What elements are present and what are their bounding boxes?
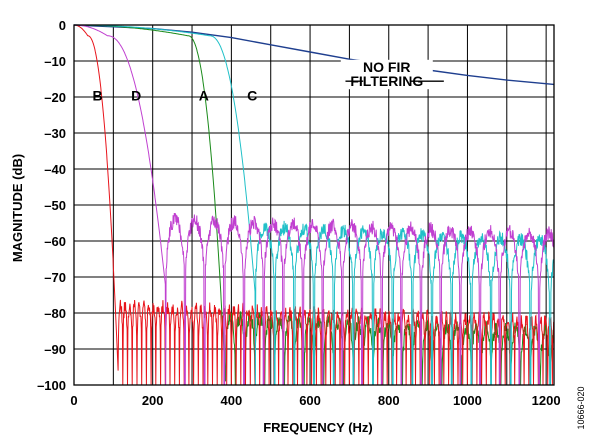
x-tick-label: 600 [299, 393, 321, 408]
y-tick-label: –80 [44, 306, 66, 321]
x-axis-title: FREQUENCY (Hz) [263, 420, 373, 435]
y-tick-label: –90 [44, 342, 66, 357]
annotation-background [340, 74, 433, 90]
annotation-background [340, 59, 433, 75]
series-d-line [74, 24, 555, 386]
y-tick-label: –70 [44, 270, 66, 285]
series-b-line [74, 24, 555, 386]
y-tick-label: –60 [44, 234, 66, 249]
curve-label: C [247, 88, 257, 104]
plot-frame [73, 24, 555, 386]
x-tick-label: 0 [70, 393, 77, 408]
y-tick-label: 0 [59, 18, 66, 33]
series-no-fir-filtering-line [73, 24, 555, 86]
curve-label: FILTERING [350, 73, 423, 89]
x-tick-label: 1000 [453, 393, 482, 408]
curves [73, 24, 555, 386]
x-tick-label: 1200 [532, 393, 561, 408]
curve-label: A [199, 88, 209, 104]
curve-label: NO FIR [363, 59, 410, 75]
y-tick-label: –100 [37, 378, 66, 393]
x-tick-labels: 0 200 400 600 800 1000 1200 [70, 393, 560, 408]
y-tick-label: –30 [44, 126, 66, 141]
y-tick-label: –20 [44, 90, 66, 105]
y-tick-label: –40 [44, 162, 66, 177]
figure-id: 10666-020 [576, 386, 586, 429]
x-tick-label: 800 [378, 393, 400, 408]
curve-label: B [93, 88, 103, 104]
y-tick-label: –10 [44, 54, 66, 69]
y-tick-labels: 0 –10 –20 –30 –40 –50 –60 –70 –80 –90 –100 [37, 18, 66, 393]
y-tick-label: –50 [44, 198, 66, 213]
y-axis-title: MAGNITUDE (dB) [10, 154, 25, 262]
x-tick-label: 200 [142, 393, 164, 408]
curve-label: D [131, 88, 141, 104]
x-tick-label: 400 [221, 393, 243, 408]
